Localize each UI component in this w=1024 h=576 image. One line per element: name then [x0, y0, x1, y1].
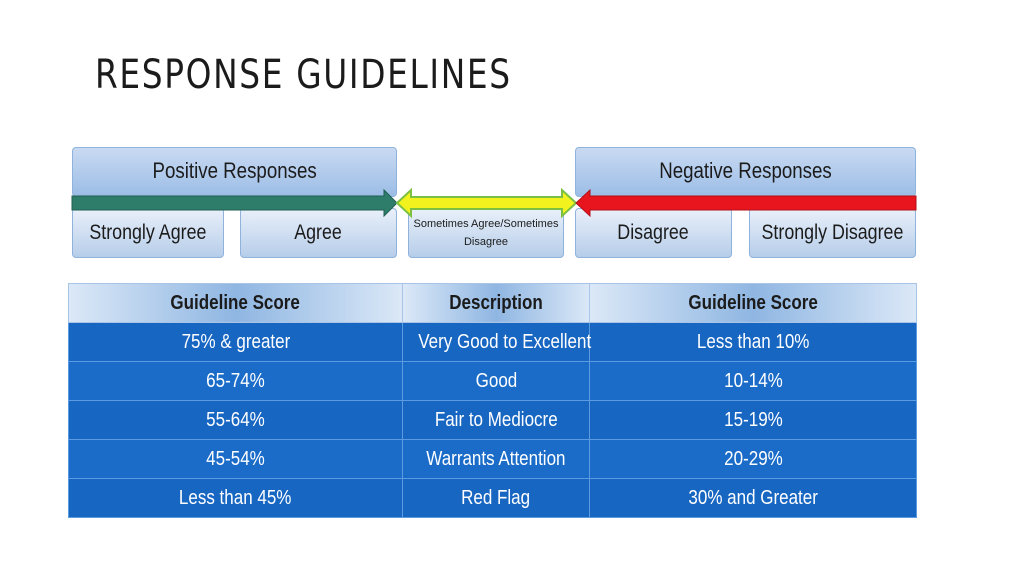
table-row: 55-64% Fair to Mediocre 15-19% [68, 400, 917, 440]
option-label: Sometimes Agree/Sometimes Disagree [413, 218, 559, 248]
negative-arrow [575, 188, 917, 218]
table-cell: Less than 10% [589, 322, 917, 362]
table-row: Less than 45% Red Flag 30% and Greater [68, 478, 917, 518]
table-cell: Good [402, 361, 590, 401]
table-row: 75% & greater Very Good to Excellent Les… [68, 322, 917, 362]
negative-responses-header: Negative Responses [575, 147, 916, 197]
table-cell: 30% and Greater [589, 478, 917, 518]
column-header: Description [402, 283, 590, 323]
table-cell: 15-19% [589, 400, 917, 440]
positive-responses-header: Positive Responses [72, 147, 397, 197]
page-title: RESPONSE GUIDELINES [95, 52, 512, 98]
table-cell: 65-74% [68, 361, 403, 401]
option-strongly-disagree: Strongly Disagree [749, 208, 916, 258]
option-label: Strongly Agree [89, 221, 207, 244]
table-cell: 55-64% [68, 400, 403, 440]
guideline-table: Guideline Score Description Guideline Sc… [68, 283, 917, 518]
column-header: Guideline Score [589, 283, 917, 323]
table-cell: Less than 45% [68, 478, 403, 518]
table-cell: Red Flag [402, 478, 590, 518]
table-cell: 75% & greater [68, 322, 403, 362]
option-disagree: Disagree [575, 208, 732, 258]
option-strongly-agree: Strongly Agree [72, 208, 224, 258]
table-cell: Fair to Mediocre [402, 400, 590, 440]
table-cell: 20-29% [589, 439, 917, 479]
option-sometimes: Sometimes Agree/Sometimes Disagree [408, 208, 564, 258]
table-cell: Warrants Attention [402, 439, 590, 479]
option-agree: Agree [240, 208, 397, 258]
option-label: Strongly Disagree [761, 221, 904, 244]
negative-responses-label: Negative Responses [659, 158, 832, 183]
option-label: Agree [294, 221, 343, 244]
option-label: Disagree [617, 221, 690, 244]
table-cell: Very Good to Excellent [402, 322, 591, 362]
table-row: 65-74% Good 10-14% [68, 361, 917, 401]
table-cell: 45-54% [68, 439, 403, 479]
column-header: Guideline Score [68, 283, 403, 323]
table-row: 45-54% Warrants Attention 20-29% [68, 439, 917, 479]
positive-responses-label: Positive Responses [152, 158, 317, 183]
neutral-arrow [395, 187, 578, 219]
table-header-row: Guideline Score Description Guideline Sc… [68, 283, 917, 323]
table-cell: 10-14% [589, 361, 917, 401]
positive-arrow [71, 188, 398, 218]
